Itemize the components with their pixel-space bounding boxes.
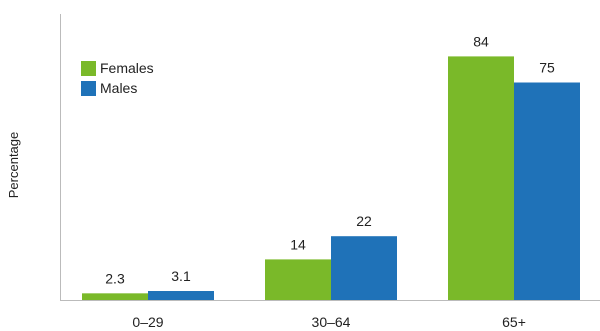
legend-label-males: Males — [100, 80, 138, 96]
legend-swatch-males — [81, 80, 96, 96]
value-label-males-1: 22 — [356, 213, 372, 229]
bar-males-0 — [148, 291, 214, 300]
x-tick-label-1: 30–64 — [312, 314, 351, 330]
x-tick-labels-group: 0–29 30–64 65+ — [132, 314, 525, 330]
value-label-males-0: 3.1 — [171, 268, 191, 284]
value-label-females-1: 14 — [290, 236, 306, 252]
value-label-females-0: 2.3 — [105, 270, 125, 286]
legend-label-females: Females — [100, 60, 154, 76]
bar-males-1 — [331, 236, 397, 300]
bar-females-2 — [448, 56, 514, 301]
bar-females-1 — [265, 259, 331, 300]
x-tick-label-2: 65+ — [502, 314, 526, 330]
bar-females-0 — [82, 293, 148, 300]
legend-item-females: Females — [81, 58, 154, 78]
bar-males-2 — [514, 82, 580, 300]
value-label-males-2: 75 — [539, 60, 555, 76]
value-labels-group: 2.3 3.1 14 22 84 75 — [105, 33, 555, 286]
value-label-females-2: 84 — [473, 33, 489, 49]
x-tick-label-0: 0–29 — [132, 314, 163, 330]
bars-group — [82, 56, 580, 301]
legend-item-males: Males — [81, 78, 154, 98]
legend: Females Males — [81, 58, 154, 98]
y-axis-label: Percentage — [6, 132, 21, 199]
legend-swatch-females — [81, 60, 96, 76]
